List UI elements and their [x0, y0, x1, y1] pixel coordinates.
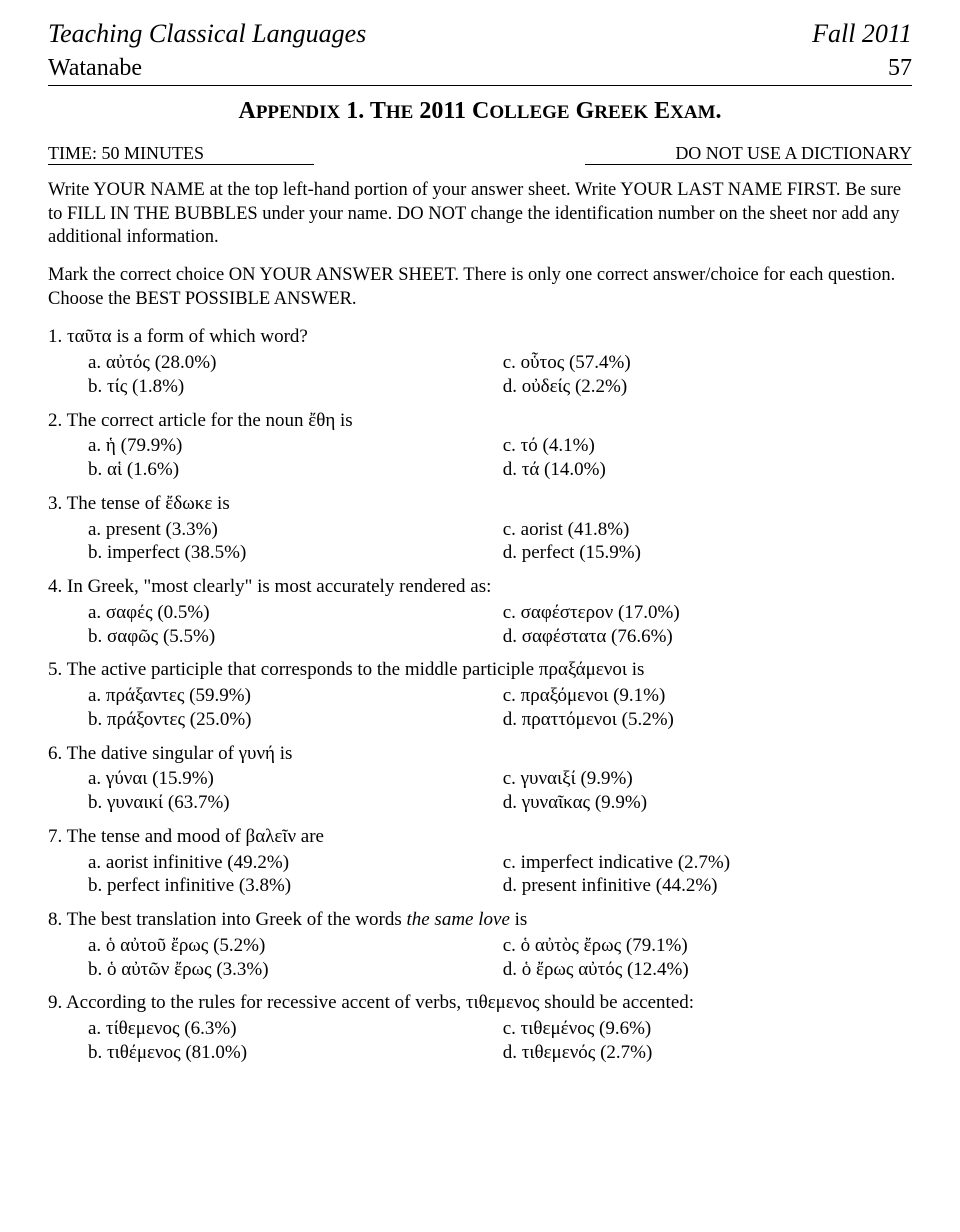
question-stem: 2. The correct article for the noun ἔθη … — [48, 409, 912, 433]
appendix-title: APPENDIX 1. THE 2011 COLLEGE GREEK EXAM. — [48, 96, 912, 126]
option-a: a. αὐτός (28.0%) — [48, 351, 463, 375]
question-5: 5. The active participle that correspond… — [48, 658, 912, 731]
question-8: 8. The best translation into Greek of th… — [48, 908, 912, 981]
question-stem: 6. The dative singular of γυνή is — [48, 742, 912, 766]
question-stem: 5. The active participle that correspond… — [48, 658, 912, 682]
option-b: b. πράξοντες (25.0%) — [48, 708, 463, 732]
option-b: b. perfect infinitive (3.8%) — [48, 874, 463, 898]
question-stem: 7. The tense and mood of βαλεῖν are — [48, 825, 912, 849]
option-a: a. present (3.3%) — [48, 518, 463, 542]
option-c: c. τιθεμένος (9.6%) — [463, 1017, 878, 1041]
option-d: d. ὁ ἔρως αὐτός (12.4%) — [463, 958, 878, 982]
option-c: c. imperfect indicative (2.7%) — [463, 851, 878, 875]
option-b: b. σαφῶς (5.5%) — [48, 625, 463, 649]
option-c: c. aorist (41.8%) — [463, 518, 878, 542]
option-a: a. ὁ αὐτοῦ ἔρως (5.2%) — [48, 934, 463, 958]
question-1: 1. ταῦτα is a form of which word?a. αὐτό… — [48, 325, 912, 398]
question-3: 3. The tense of ἔδωκε isa. present (3.3%… — [48, 492, 912, 565]
instructions-p1: Write YOUR NAME at the top left-hand por… — [48, 179, 912, 250]
option-d: d. τά (14.0%) — [463, 458, 878, 482]
option-a: a. aorist infinitive (49.2%) — [48, 851, 463, 875]
question-stem: 1. ταῦτα is a form of which word? — [48, 325, 912, 349]
journal-title: Teaching Classical Languages — [48, 18, 366, 51]
question-4: 4. In Greek, "most clearly" is most accu… — [48, 575, 912, 648]
question-stem: 3. The tense of ἔδωκε is — [48, 492, 912, 516]
question-6: 6. The dative singular of γυνή isa. γύνα… — [48, 742, 912, 815]
issue-label: Fall 2011 — [812, 18, 912, 51]
option-b: b. τίς (1.8%) — [48, 375, 463, 399]
option-c: c. σαφέστερον (17.0%) — [463, 601, 878, 625]
question-stem: 4. In Greek, "most clearly" is most accu… — [48, 575, 912, 599]
instructions-p2: Mark the correct choice ON YOUR ANSWER S… — [48, 264, 912, 311]
option-c: c. γυναιξί (9.9%) — [463, 767, 878, 791]
option-d: d. γυναῖκας (9.9%) — [463, 791, 878, 815]
option-b: b. imperfect (38.5%) — [48, 541, 463, 565]
option-d: d. perfect (15.9%) — [463, 541, 878, 565]
instructions-block: Write YOUR NAME at the top left-hand por… — [48, 179, 912, 311]
question-2: 2. The correct article for the noun ἔθη … — [48, 409, 912, 482]
option-a: a. γύναι (15.9%) — [48, 767, 463, 791]
option-c: c. ὁ αὐτὸς ἔρως (79.1%) — [463, 934, 878, 958]
question-stem: 8. The best translation into Greek of th… — [48, 908, 912, 932]
option-c: c. πραξόμενοι (9.1%) — [463, 684, 878, 708]
option-c: c. οὗτος (57.4%) — [463, 351, 878, 375]
option-a: a. ἡ (79.9%) — [48, 434, 463, 458]
question-9: 9. According to the rules for recessive … — [48, 991, 912, 1064]
question-stem: 9. According to the rules for recessive … — [48, 991, 912, 1015]
option-d: d. τιθεμενός (2.7%) — [463, 1041, 878, 1065]
option-d: d. πραττόμενοι (5.2%) — [463, 708, 878, 732]
option-b: b. αἱ (1.6%) — [48, 458, 463, 482]
option-b: b. ὁ αὐτῶν ἔρως (3.3%) — [48, 958, 463, 982]
option-b: b. τιθέμενος (81.0%) — [48, 1041, 463, 1065]
question-7: 7. The tense and mood of βαλεῖν area. ao… — [48, 825, 912, 898]
option-a: a. τίθεμενος (6.3%) — [48, 1017, 463, 1041]
no-dictionary-note: DO NOT USE A DICTIONARY — [585, 142, 912, 166]
author-name: Watanabe — [48, 53, 142, 83]
page-number: 57 — [888, 53, 912, 83]
option-a: a. σαφές (0.5%) — [48, 601, 463, 625]
option-c: c. τό (4.1%) — [463, 434, 878, 458]
option-a: a. πράξαντες (59.9%) — [48, 684, 463, 708]
header-rule — [48, 85, 912, 86]
option-b: b. γυναικί (63.7%) — [48, 791, 463, 815]
option-d: d. οὐδείς (2.2%) — [463, 375, 878, 399]
time-limit: TIME: 50 MINUTES — [48, 142, 314, 166]
option-d: d. present infinitive (44.2%) — [463, 874, 878, 898]
option-d: d. σαφέστατα (76.6%) — [463, 625, 878, 649]
